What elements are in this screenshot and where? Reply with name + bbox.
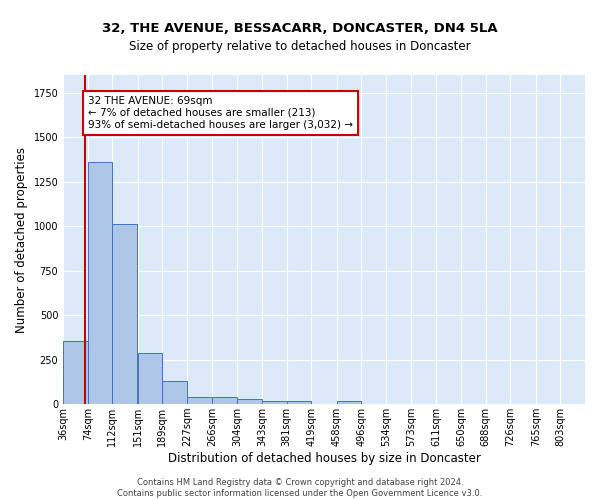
- Bar: [88, 162, 112, 404]
- Bar: [287, 401, 311, 404]
- Bar: [337, 402, 361, 404]
- Bar: [237, 399, 262, 404]
- Bar: [163, 381, 187, 404]
- Bar: [112, 224, 137, 404]
- Text: Contains HM Land Registry data © Crown copyright and database right 2024.
Contai: Contains HM Land Registry data © Crown c…: [118, 478, 482, 498]
- Bar: [63, 341, 88, 404]
- X-axis label: Distribution of detached houses by size in Doncaster: Distribution of detached houses by size …: [167, 452, 481, 465]
- Text: 32 THE AVENUE: 69sqm
← 7% of detached houses are smaller (213)
93% of semi-detac: 32 THE AVENUE: 69sqm ← 7% of detached ho…: [88, 96, 353, 130]
- Bar: [212, 396, 237, 404]
- Text: 32, THE AVENUE, BESSACARR, DONCASTER, DN4 5LA: 32, THE AVENUE, BESSACARR, DONCASTER, DN…: [102, 22, 498, 36]
- Text: Size of property relative to detached houses in Doncaster: Size of property relative to detached ho…: [129, 40, 471, 53]
- Y-axis label: Number of detached properties: Number of detached properties: [15, 146, 28, 332]
- Bar: [187, 396, 212, 404]
- Bar: [138, 354, 163, 404]
- Bar: [262, 401, 287, 404]
